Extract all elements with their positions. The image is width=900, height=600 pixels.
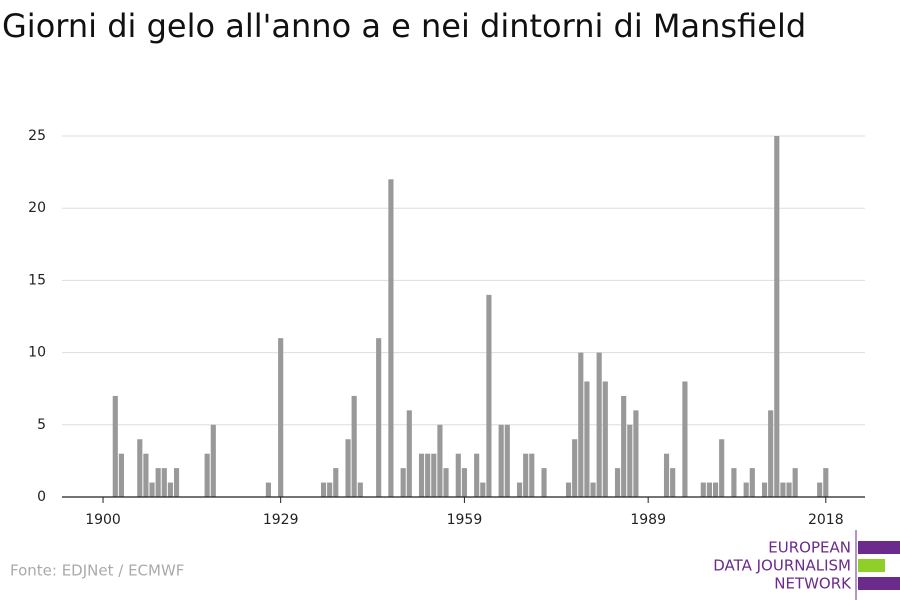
bar xyxy=(155,468,161,497)
bar xyxy=(596,352,602,497)
logo-text: DATA JOURNALISM xyxy=(713,557,851,575)
bar xyxy=(406,410,412,497)
logo-bar xyxy=(858,541,900,554)
bar xyxy=(621,395,627,497)
x-tick-label: 1929 xyxy=(263,512,299,528)
bar xyxy=(351,395,357,497)
bar xyxy=(614,468,621,497)
bar xyxy=(663,453,670,497)
bar xyxy=(112,395,118,497)
bar xyxy=(143,453,149,497)
x-tick-label: 1900 xyxy=(85,512,121,528)
bar xyxy=(345,439,351,497)
bar xyxy=(376,338,382,497)
bar xyxy=(173,468,180,497)
bar xyxy=(823,468,829,497)
bar xyxy=(400,468,406,497)
x-tick-label: 2018 xyxy=(808,512,844,528)
bar xyxy=(149,482,155,497)
bar xyxy=(333,468,339,497)
logo-text: EUROPEAN xyxy=(768,539,851,557)
y-tick-label: 0 xyxy=(37,489,46,505)
bar xyxy=(320,482,327,497)
y-tick-label: 5 xyxy=(37,417,46,433)
bar xyxy=(504,424,510,497)
bar xyxy=(474,453,480,497)
bar xyxy=(590,482,596,497)
bar xyxy=(712,482,719,497)
source: Fonte: EDJNet / ECMWF xyxy=(10,562,184,580)
bar xyxy=(602,381,608,497)
bar xyxy=(486,294,492,497)
bar xyxy=(425,453,431,497)
bar xyxy=(388,179,394,497)
bar xyxy=(682,381,688,497)
bar xyxy=(357,482,363,497)
bar xyxy=(327,482,333,497)
bar xyxy=(768,410,774,497)
bar xyxy=(774,136,780,497)
bar xyxy=(516,482,523,497)
bar xyxy=(792,468,798,497)
bar xyxy=(161,468,167,497)
logo-bar xyxy=(858,559,885,572)
bar xyxy=(578,352,584,497)
y-tick-label: 25 xyxy=(28,128,46,144)
bar xyxy=(461,468,467,497)
bar xyxy=(137,439,143,497)
x-tick-label: 1989 xyxy=(630,512,666,528)
bar xyxy=(817,482,823,497)
logo: EUROPEAN DATA JOURNALISM NETWORK xyxy=(713,530,900,600)
bar xyxy=(565,482,572,497)
bar xyxy=(541,468,547,497)
x-tick-label: 1959 xyxy=(447,512,483,528)
bar xyxy=(627,424,633,497)
bar xyxy=(743,482,749,497)
bar xyxy=(418,453,425,497)
logo-text: NETWORK xyxy=(774,575,852,593)
bar xyxy=(761,482,768,497)
bar xyxy=(523,453,529,497)
bar xyxy=(572,439,578,497)
bar xyxy=(731,468,737,497)
bar xyxy=(498,424,504,497)
chart-title: Giorni di gelo all'anno a e nei dintorni… xyxy=(2,7,806,45)
bar xyxy=(455,453,461,497)
y-tick-label: 15 xyxy=(28,272,46,288)
bar xyxy=(431,453,437,497)
bar xyxy=(480,482,486,497)
bar xyxy=(210,424,216,497)
logo-bar xyxy=(858,577,900,590)
bar xyxy=(749,468,755,497)
bar xyxy=(118,453,124,497)
bar xyxy=(719,439,725,497)
y-tick-label: 20 xyxy=(28,200,46,216)
y-tick-label: 10 xyxy=(28,345,46,361)
bar xyxy=(633,410,639,497)
bar xyxy=(706,482,712,497)
bar xyxy=(204,453,210,497)
bar xyxy=(278,338,284,497)
bar xyxy=(443,468,449,497)
bar xyxy=(584,381,590,497)
bar xyxy=(780,482,786,497)
bar xyxy=(437,424,443,497)
bar xyxy=(670,468,676,497)
bar xyxy=(167,482,173,497)
bar xyxy=(786,482,792,497)
bar xyxy=(700,482,706,497)
bar xyxy=(265,482,271,497)
bar xyxy=(529,453,535,497)
